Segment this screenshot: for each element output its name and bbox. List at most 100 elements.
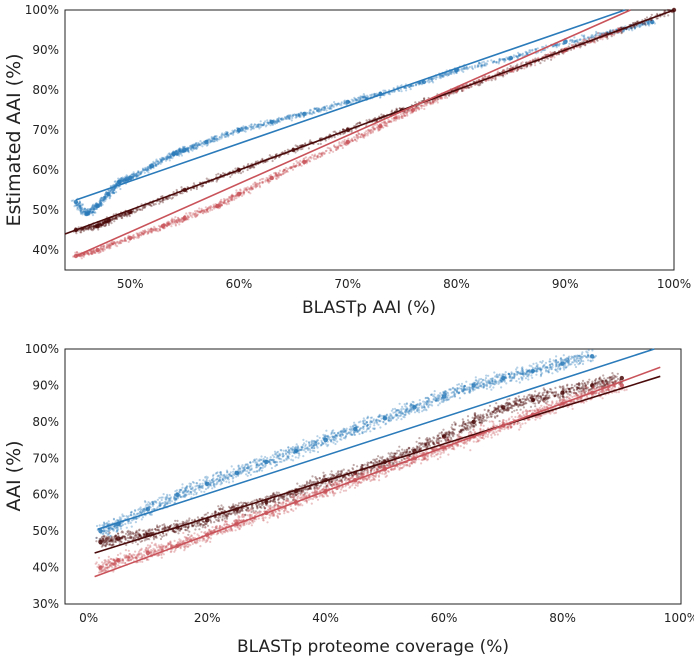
cloud-c1-s0 [183, 495, 186, 498]
cloud-c0-s2 [349, 141, 352, 144]
cloud-c0-s2 [361, 133, 364, 136]
cloud-c0-s2 [384, 124, 387, 127]
cloud-c1-s0 [202, 484, 205, 487]
cloud-c1-s0 [117, 525, 120, 528]
cloud-c0-s0 [88, 212, 91, 215]
cloud-c0-s0 [277, 116, 280, 119]
cloud-c1-s0 [219, 476, 222, 479]
cloud-c0-s0 [79, 209, 82, 212]
cloud-c1-s0 [206, 486, 209, 490]
cloud-c0-s0 [89, 208, 92, 211]
cloud-c0-s0 [93, 207, 96, 210]
cloud-c0-s1 [283, 149, 287, 153]
cloud-c0-s2 [616, 27, 620, 30]
cloud-c0-s0 [118, 181, 121, 184]
cloud-c0-s2 [356, 137, 359, 140]
cloud-c0-s2 [277, 173, 280, 176]
cloud-c0-s0 [88, 211, 91, 214]
cloud-c0-s2 [174, 219, 177, 222]
cloud-c0-s0 [439, 77, 442, 80]
cloud-c0-s2 [420, 105, 423, 108]
cloud-c0-s0 [79, 208, 82, 211]
cloud-c1-s0 [125, 515, 128, 518]
cloud-c1-s0 [127, 515, 130, 518]
cloud-c0-s2 [380, 124, 383, 127]
cloud-c0-s2 [409, 109, 412, 112]
cloud-c0-s0 [81, 212, 84, 215]
cloud-c0-s2 [300, 164, 303, 167]
cloud-c0-s0 [232, 131, 235, 134]
cloud-c0-s0 [225, 132, 229, 135]
cloud-c1-s0 [103, 529, 106, 533]
cloud-c0-s0 [501, 58, 504, 61]
cloud-c1-s0 [181, 483, 184, 486]
cloud-c0-s1 [237, 171, 240, 174]
cloud-c0-s1 [217, 172, 220, 175]
cloud-c1-s0 [126, 520, 129, 523]
cloud-c0-s0 [116, 180, 119, 183]
cloud-c1-s0 [233, 473, 236, 477]
cloud-c0-s0 [88, 210, 92, 213]
cloud-c0-s1 [317, 142, 320, 146]
cloud-c0-s0 [115, 191, 118, 194]
cloud-c0-s2 [269, 174, 272, 177]
cloud-c0-s0 [163, 158, 166, 161]
cloud-c1-s0 [226, 477, 229, 480]
cloud-c0-s2 [469, 86, 472, 89]
cloud-c0-s2 [398, 116, 401, 119]
cloud-c0-s2 [278, 169, 281, 172]
cloud-c0-s1 [609, 30, 612, 33]
cloud-c0-s2 [245, 188, 248, 191]
cloud-c0-s0 [98, 202, 101, 205]
cloud-c0-s0 [94, 205, 97, 208]
cloud-c0-s0 [95, 202, 98, 205]
cloud-c0-s0 [263, 121, 266, 124]
cloud-c0-s0 [648, 24, 651, 27]
x-tick-label-c0-3: 80% [443, 277, 470, 291]
cloud-c0-s2 [80, 257, 83, 260]
cloud-c0-s0 [95, 202, 98, 205]
cloud-c0-s1 [106, 220, 109, 223]
cloud-c0-s2 [432, 100, 435, 103]
cloud-c0-s0 [104, 196, 107, 199]
cloud-c0-s2 [388, 119, 392, 123]
cloud-c0-s0 [104, 195, 107, 198]
cloud-c0-s0 [86, 213, 90, 216]
cloud-c0-s0 [646, 22, 649, 25]
cloud-c0-s2 [307, 157, 310, 160]
cloud-c0-s0 [77, 204, 80, 207]
cloud-c0-s0 [105, 197, 108, 201]
cloud-c0-s2 [594, 41, 597, 44]
cloud-c0-s2 [370, 128, 373, 131]
cloud-c0-s0 [569, 39, 572, 43]
cloud-c0-s2 [198, 207, 201, 210]
cloud-c0-s0 [495, 61, 498, 64]
cloud-c0-s2 [423, 107, 426, 111]
cloud-c0-s0 [84, 210, 87, 213]
cloud-c0-s2 [365, 132, 368, 135]
cloud-c0-s2 [376, 123, 379, 126]
cloud-c0-s0 [111, 191, 114, 194]
cloud-c0-s0 [84, 208, 87, 211]
cloud-c0-s1 [620, 31, 623, 35]
cloud-c1-s0 [175, 498, 178, 501]
cloud-c0-s0 [102, 196, 105, 199]
cloud-c0-s0 [99, 197, 103, 200]
cloud-c0-s0 [107, 193, 110, 196]
cloud-c0-s0 [102, 198, 105, 201]
cloud-c0-s0 [421, 81, 424, 84]
cloud-c0-s1 [172, 191, 175, 194]
cloud-c0-s0 [78, 206, 81, 209]
cloud-c0-s1 [319, 142, 322, 145]
cloud-c0-s2 [534, 64, 537, 67]
cloud-c0-s1 [254, 160, 258, 163]
cloud-c0-s0 [117, 181, 120, 184]
cloud-c0-s2 [112, 242, 115, 245]
cloud-c0-s0 [175, 153, 179, 156]
cloud-c0-s0 [309, 108, 312, 111]
cloud-c0-s1 [104, 224, 107, 228]
cloud-c0-s2 [504, 73, 507, 76]
cloud-c0-s0 [93, 204, 96, 207]
cloud-c0-s0 [73, 205, 76, 208]
cloud-c0-s0 [94, 205, 97, 208]
